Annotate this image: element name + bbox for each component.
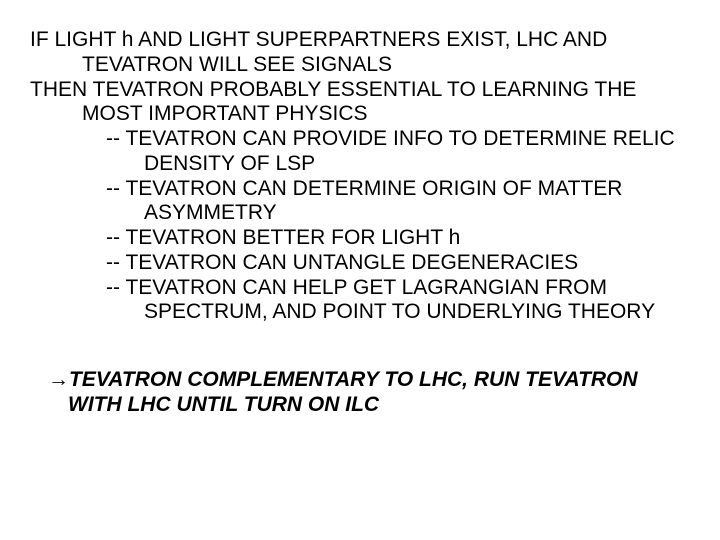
conclusion-line: →TEVATRON COMPLEMENTARY TO LHC, RUN TEVA…	[30, 368, 690, 418]
bullet-4: -- TEVATRON CAN UNTANGLE DEGENERACIES	[30, 251, 690, 276]
arrow-icon: →	[48, 368, 69, 391]
spacer	[30, 325, 690, 347]
bullet-2: -- TEVATRON CAN DETERMINE ORIGIN OF MATT…	[30, 177, 690, 227]
bullet-1: -- TEVATRON CAN PROVIDE INFO TO DETERMIN…	[30, 127, 690, 177]
intro-line-1: IF LIGHT h AND LIGHT SUPERPARTNERS EXIST…	[30, 28, 690, 78]
slide-container: IF LIGHT h AND LIGHT SUPERPARTNERS EXIST…	[0, 0, 720, 459]
intro-line-2: THEN TEVATRON PROBABLY ESSENTIAL TO LEAR…	[30, 78, 690, 128]
conclusion-text: TEVATRON COMPLEMENTARY TO LHC, RUN TEVAT…	[68, 368, 638, 416]
bullet-5: -- TEVATRON CAN HELP GET LAGRANGIAN FROM…	[30, 276, 690, 326]
bullet-3: -- TEVATRON BETTER FOR LIGHT h	[30, 226, 690, 251]
